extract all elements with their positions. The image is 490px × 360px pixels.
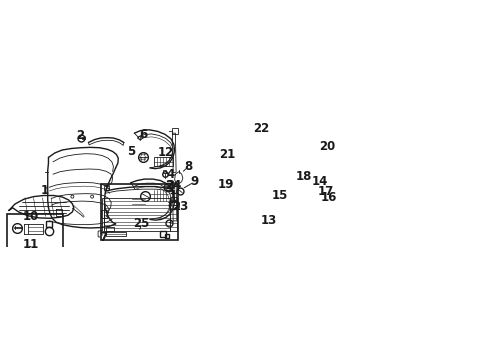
Text: 9: 9 <box>191 175 199 188</box>
Bar <box>102 198 104 231</box>
Text: 8: 8 <box>184 160 192 173</box>
Bar <box>172 128 178 134</box>
Bar <box>104 186 109 189</box>
Text: 19: 19 <box>217 178 234 191</box>
FancyBboxPatch shape <box>98 231 103 237</box>
Text: 21: 21 <box>220 148 236 161</box>
Bar <box>170 197 177 231</box>
Text: 7: 7 <box>99 231 107 244</box>
Bar <box>169 186 171 188</box>
Text: 6: 6 <box>139 128 147 141</box>
Text: 24: 24 <box>165 179 181 192</box>
Text: 3: 3 <box>166 179 174 192</box>
Text: 23: 23 <box>172 200 189 213</box>
Text: 14: 14 <box>312 175 328 188</box>
Bar <box>154 157 173 166</box>
Text: 22: 22 <box>253 122 270 135</box>
Bar <box>132 195 145 211</box>
Text: 2: 2 <box>76 129 84 142</box>
Text: 17: 17 <box>318 185 334 198</box>
Text: 13: 13 <box>261 213 277 227</box>
Text: 1: 1 <box>41 184 49 197</box>
Bar <box>101 184 178 239</box>
Text: 25: 25 <box>134 217 150 230</box>
Bar <box>171 220 175 224</box>
Text: 18: 18 <box>295 170 312 183</box>
Text: 16: 16 <box>320 191 337 204</box>
Text: 15: 15 <box>271 189 288 202</box>
Bar <box>7 214 63 249</box>
Bar <box>104 198 170 231</box>
Text: 5: 5 <box>127 145 135 158</box>
Text: 12: 12 <box>158 147 174 159</box>
Bar <box>164 171 167 174</box>
Bar <box>82 137 85 139</box>
Text: 20: 20 <box>319 140 336 153</box>
Bar <box>106 232 126 236</box>
Bar <box>150 190 168 201</box>
Bar <box>172 186 174 188</box>
Bar <box>175 204 179 207</box>
Text: 11: 11 <box>23 238 39 251</box>
Text: 4: 4 <box>167 168 174 181</box>
Bar <box>27 224 43 234</box>
Text: 10: 10 <box>23 210 39 223</box>
Bar <box>106 227 114 231</box>
